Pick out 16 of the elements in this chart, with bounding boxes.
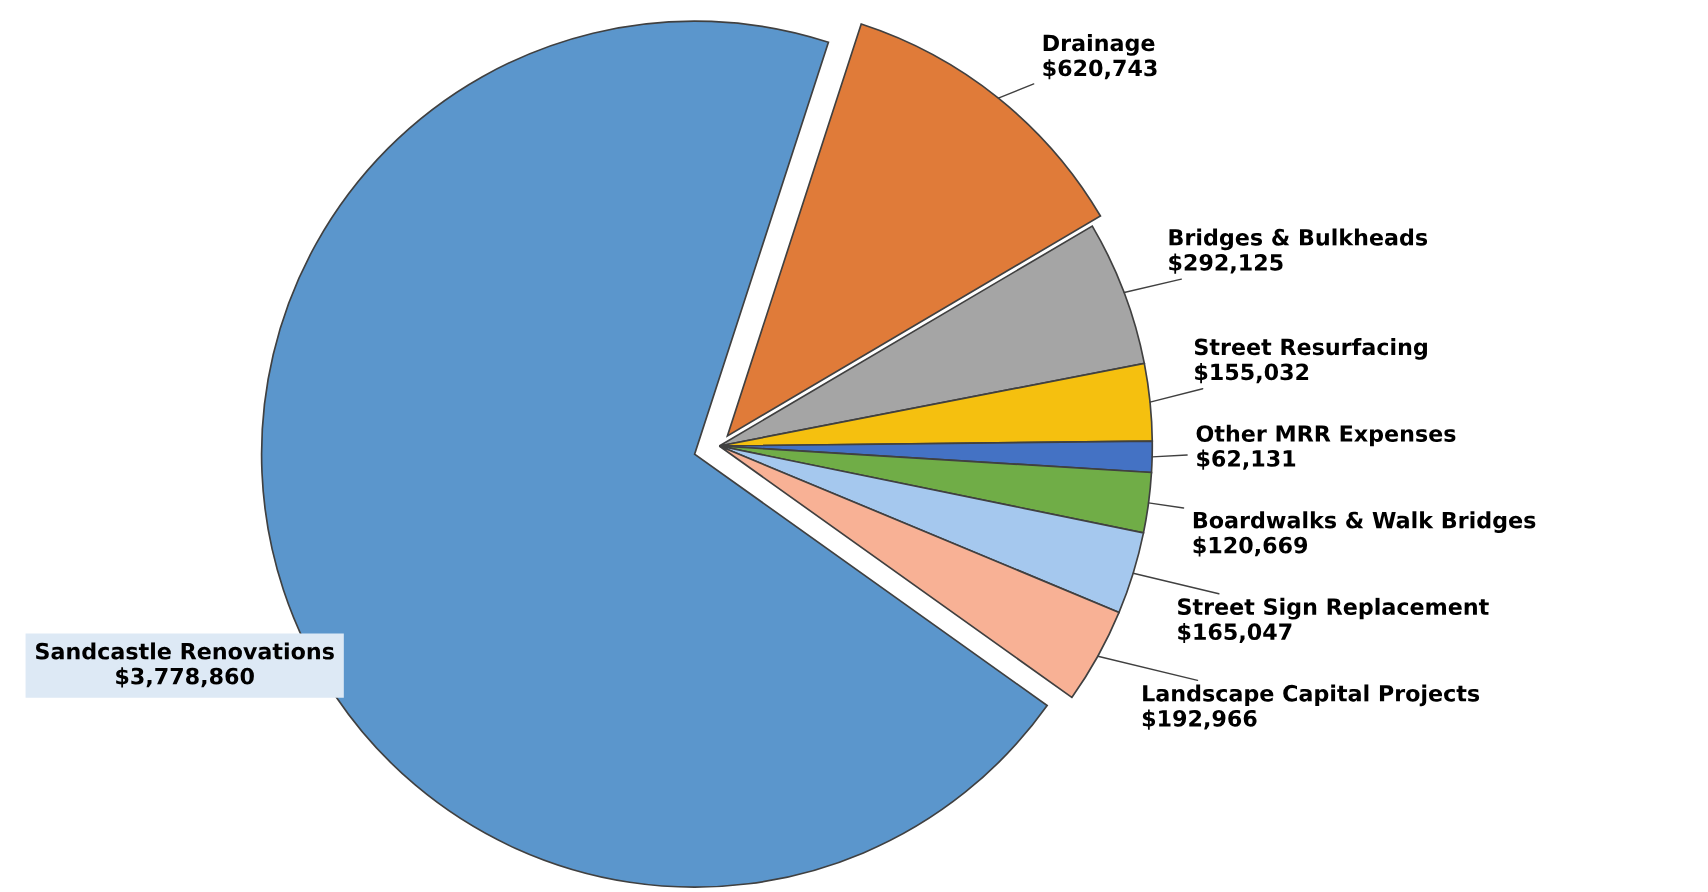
data-label: $3,778,860 <box>116 667 254 688</box>
data-label: $165,047 <box>1178 622 1292 644</box>
slice-label: Street Resurfacing <box>1194 338 1427 360</box>
data-label: $620,743 <box>1043 59 1157 80</box>
slice-label: Drainage <box>1043 34 1155 56</box>
slice-label: Other MRR Expenses <box>1196 424 1456 447</box>
slice-label: Landscape Capital Projects <box>1143 684 1480 707</box>
data-label: $62,131 <box>1197 449 1296 470</box>
data-label: $155,032 <box>1195 363 1309 384</box>
slice-label: Boardwalks & Walk Bridges <box>1193 511 1536 533</box>
data-label: $120,669 <box>1193 536 1308 557</box>
data-label: $292,125 <box>1169 253 1283 274</box>
slice-label: Sandcastle Renovations <box>36 642 334 660</box>
slice-label: Bridges & Bulkheads <box>1169 228 1428 251</box>
slice-label: Street Sign Replacement <box>1178 597 1489 620</box>
data-label: $192,966 <box>1142 709 1257 730</box>
